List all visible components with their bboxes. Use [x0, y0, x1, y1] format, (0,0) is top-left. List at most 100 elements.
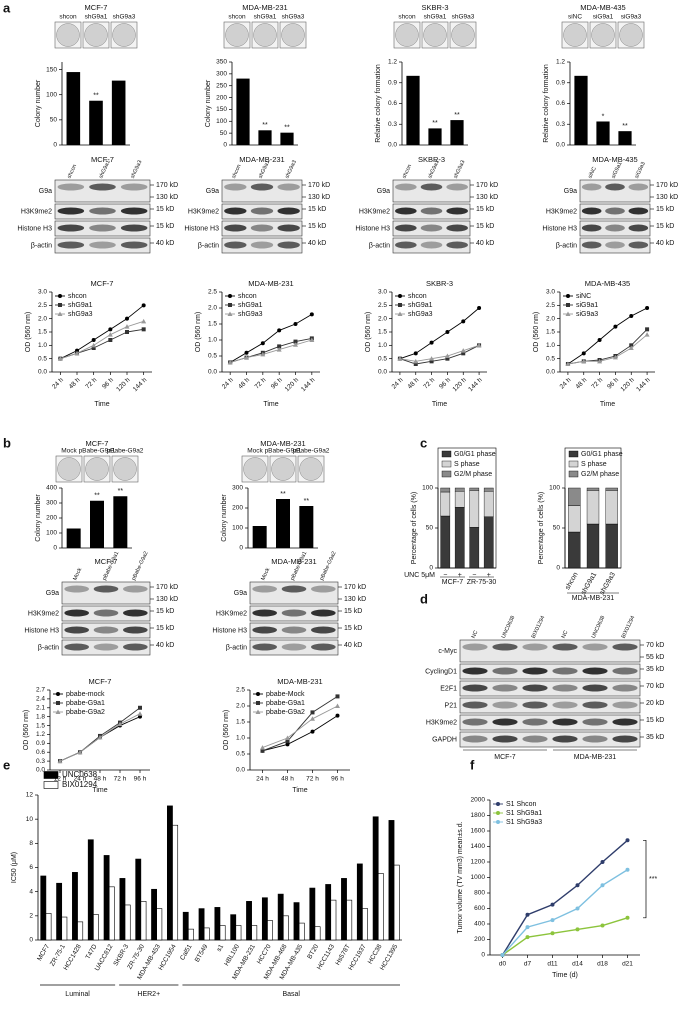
row-label: c-Myc: [438, 648, 457, 655]
marker-label: 15 kD: [308, 223, 326, 230]
y-tick-label: 1.5: [36, 722, 45, 729]
band: [462, 684, 488, 692]
row-label: Histone H3: [355, 225, 390, 232]
band: [57, 224, 85, 232]
row-label: H3K9me2: [188, 208, 219, 215]
x-tick-label: d14: [572, 961, 583, 968]
bar: [235, 925, 242, 941]
marker: [124, 324, 130, 329]
band: [552, 643, 578, 651]
y-tick-label: 0: [29, 937, 33, 944]
colony-dish: [395, 23, 419, 47]
marker: [91, 346, 96, 350]
band: [395, 207, 417, 215]
series-line: [399, 344, 480, 365]
blot-title: MDA-MB-435: [592, 155, 637, 164]
bar-segment: [586, 490, 600, 525]
row-label: β-actin: [31, 242, 52, 249]
blot-title: MCF-7: [91, 155, 114, 164]
marker-label: 170 kD: [344, 584, 366, 591]
band: [582, 701, 608, 709]
y-tick-label: 350: [216, 59, 227, 66]
marker: [276, 347, 282, 352]
band: [492, 701, 518, 709]
marker: [461, 351, 466, 356]
marker-label: 15 kD: [344, 608, 362, 615]
chart-title: MDA-MB-231: [260, 439, 305, 448]
band: [605, 183, 625, 191]
marker: [566, 294, 570, 298]
band: [120, 224, 148, 232]
x-tick-label: +: [458, 572, 462, 579]
blot-strip: [579, 179, 651, 203]
significance: **: [118, 488, 124, 495]
y-tick-label: 0.5: [378, 355, 387, 362]
marker: [581, 351, 586, 356]
y-axis-label: IC50 (μM): [11, 852, 18, 883]
x-tick-label: T47D: [85, 943, 99, 961]
lane-label: NC: [561, 630, 570, 640]
band: [492, 735, 518, 743]
marker-label: 170 kD: [476, 182, 498, 189]
x-tick-label: BT20: [306, 943, 320, 960]
y-tick-label: 1800: [471, 812, 486, 819]
y-tick-label: 0: [53, 142, 57, 149]
marker: [227, 311, 233, 316]
marker: [496, 811, 500, 815]
bar: [40, 875, 47, 941]
y-tick-label: 300: [232, 485, 243, 492]
y-tick-label: 0.9: [388, 79, 397, 86]
y-tick-label: 200: [216, 94, 227, 101]
x-tick-label: 120 h: [284, 376, 301, 393]
lane-label: UNC0638: [501, 615, 517, 639]
marker: [625, 915, 630, 920]
bar: [428, 128, 442, 145]
bar: [61, 916, 68, 941]
marker: [138, 705, 142, 710]
marker-label: 40 kD: [656, 240, 674, 247]
legend-label: siNC: [576, 293, 591, 300]
band: [89, 241, 116, 249]
y-tick-label: 0: [429, 565, 433, 572]
marker-label: 40 kD: [476, 240, 494, 247]
x-tick-label: 120 h: [451, 376, 468, 393]
y-tick-label: 100: [46, 91, 57, 98]
bar: [267, 920, 274, 941]
y-tick-label: 600: [474, 905, 485, 912]
legend-label: G0/G1 phase: [454, 451, 496, 458]
bar: [103, 855, 110, 941]
marker: [56, 701, 60, 705]
bar-segment: [440, 515, 451, 569]
band: [446, 183, 468, 191]
chart-title: SKBR-3: [421, 3, 448, 12]
x-tick-label: shG9a3: [599, 571, 617, 596]
marker: [575, 906, 580, 911]
plate-label: shG9a3: [113, 14, 136, 21]
legend-label: pbabe-G9a1: [266, 700, 305, 707]
legend-swatch: [441, 450, 452, 458]
marker: [575, 927, 580, 932]
y-tick-label: 0: [481, 952, 485, 959]
marker: [460, 348, 466, 353]
band: [64, 626, 89, 634]
y-axis-label: Tumor volume (TV mm3) mean±s.d.: [457, 821, 464, 933]
y-tick-label: 150: [46, 66, 57, 73]
y-tick-label: 0: [53, 545, 57, 552]
y-tick-label: 0.9: [36, 740, 45, 747]
y-tick-label: 0.6: [388, 100, 397, 107]
band: [581, 224, 602, 232]
lane-label: pBabe-G9a1: [290, 551, 309, 582]
significance: **: [304, 498, 310, 505]
marker: [597, 358, 603, 364]
x-tick-label: 144 h: [132, 376, 149, 393]
y-tick-label: 300: [216, 71, 227, 78]
legend-label: shG9a1: [408, 302, 433, 309]
plate-label: Mock: [61, 448, 77, 455]
colony-dish: [591, 23, 615, 47]
series-line: [262, 696, 338, 752]
marker: [429, 340, 434, 345]
x-tick-label: 144 h: [300, 376, 317, 393]
y-axis-label: OD (560 nm): [533, 312, 540, 352]
marker-label: 40 kD: [156, 642, 174, 649]
legend-label: BIX01294: [62, 780, 98, 789]
